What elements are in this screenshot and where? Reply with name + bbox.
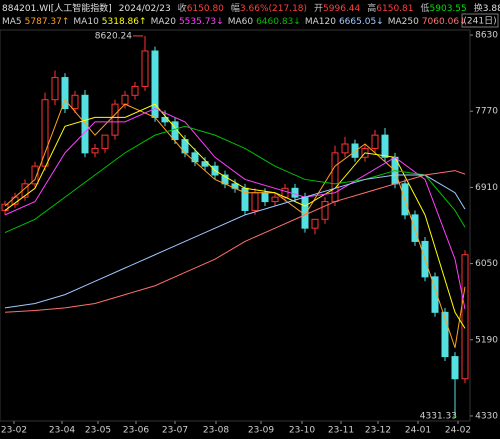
legend-item: MA20 5535.73↓ xyxy=(151,17,224,27)
candle-body xyxy=(381,134,389,158)
header-value: 6150.80 xyxy=(187,4,224,14)
header-label: 低 xyxy=(421,2,430,14)
header-item: 高6150.81 xyxy=(367,2,413,14)
x-tick-label: 23-06 xyxy=(123,426,149,436)
legend-item: MA10 5318.86↑ xyxy=(73,17,146,27)
candle-body xyxy=(291,187,299,198)
legend-name: MA120 xyxy=(305,17,336,27)
candle-body xyxy=(431,276,439,313)
candle-body xyxy=(301,196,309,229)
candle-body xyxy=(321,201,329,220)
candle-body xyxy=(101,134,109,149)
legend-item: MA5 5787.37↑ xyxy=(2,17,69,27)
header-item: 2024/02/23 xyxy=(119,4,171,14)
legend-value: 5318.86↑ xyxy=(102,17,147,27)
legend-name: MA250 xyxy=(388,17,419,27)
header-item: 884201.WI[人工智能指数] xyxy=(2,2,112,14)
x-tick-label: 23-08 xyxy=(203,426,229,436)
legend-value: 6460.83↓ xyxy=(256,17,301,27)
header-label: 高 xyxy=(367,2,376,14)
candle-body xyxy=(271,196,279,203)
ma-line xyxy=(4,98,466,348)
header-item: 开5996.44 xyxy=(314,3,361,14)
period-box[interactable] xyxy=(461,13,499,28)
header-value: 3.88% xyxy=(483,4,500,14)
candle-body xyxy=(451,356,459,380)
x-tick-label: 23-09 xyxy=(248,426,274,436)
header-label: 换 xyxy=(474,2,483,14)
candle-body xyxy=(371,134,379,149)
candle-body xyxy=(41,99,49,167)
x-tick-label: 23-10 xyxy=(289,426,315,436)
legend-item: MA120 6665.05↓ xyxy=(305,17,384,27)
legend-name: MA10 xyxy=(73,17,99,27)
candle-body xyxy=(141,50,149,87)
header-value: 5903.55 xyxy=(430,4,467,14)
header-value: 6150.81 xyxy=(376,4,413,14)
x-tick-label: 23-04 xyxy=(49,426,75,436)
candle-body xyxy=(31,165,39,185)
legend-item: MA60 6460.83↓ xyxy=(228,17,301,27)
x-tick-label: 24-01 xyxy=(405,426,431,436)
candle-body xyxy=(331,152,339,203)
candle-body xyxy=(71,94,79,110)
candle-body xyxy=(311,218,319,229)
x-tick-label: 23-12 xyxy=(365,426,391,436)
ma-line xyxy=(4,170,466,313)
candle-body xyxy=(351,143,359,158)
legend-item: MA250 7060.06↓ xyxy=(388,17,467,27)
header-label: 884201.WI[人工智能指数] xyxy=(2,2,112,14)
candle-body xyxy=(461,254,469,380)
header-item: 收6150.80 xyxy=(178,2,225,14)
y-tick-label: 4330 xyxy=(475,411,498,421)
header-label: 幅 xyxy=(231,2,240,14)
header-label: 2024/02/23 xyxy=(119,4,171,14)
candle-body xyxy=(111,103,119,136)
x-tick-label: 23-05 xyxy=(85,426,111,436)
legend-name: MA5 xyxy=(2,17,22,27)
y-tick-label: 8630 xyxy=(475,31,498,41)
ma-line xyxy=(4,174,466,309)
x-tick-label: 23-11 xyxy=(328,426,354,436)
candle-body xyxy=(91,147,99,154)
ma-line xyxy=(4,125,466,234)
candle-body xyxy=(151,50,159,118)
header-label: 收 xyxy=(178,2,187,14)
x-tick-label: 23-07 xyxy=(162,426,188,436)
legend-value: 7060.06↓ xyxy=(422,17,467,27)
candle-body xyxy=(441,311,449,358)
y-tick-label: 6050 xyxy=(475,259,498,269)
y-tick-label: 6910 xyxy=(475,183,498,193)
header-value: 5996.44 xyxy=(323,4,360,14)
header-item: 低5903.55 xyxy=(421,2,467,14)
header-value: 3.66%(217.18) xyxy=(240,4,307,14)
y-tick-label: 5190 xyxy=(475,335,498,345)
plot-frame xyxy=(0,29,471,422)
x-tick-label: 23-02 xyxy=(1,426,27,436)
header-item: 换3.88% xyxy=(474,2,500,14)
legend-name: MA60 xyxy=(228,17,254,27)
period-label[interactable]: (241日) xyxy=(463,16,496,27)
candle-body xyxy=(341,143,349,154)
legend-value: 6665.05↓ xyxy=(339,17,384,27)
y-tick-label: 7770 xyxy=(475,107,498,117)
candle-body xyxy=(61,77,69,110)
header-label: 开 xyxy=(314,3,323,14)
ma-line xyxy=(4,103,466,329)
candle-body xyxy=(251,192,259,211)
candle-body xyxy=(261,192,269,203)
candle-body xyxy=(131,85,139,96)
ma-line xyxy=(4,108,466,310)
legend-name: MA20 xyxy=(151,17,177,27)
legend-value: 5535.73↓ xyxy=(179,17,224,27)
candle-body xyxy=(121,94,129,105)
header-item: 幅3.66%(217.18) xyxy=(231,2,307,14)
candle-body xyxy=(51,77,59,101)
legend-value: 5787.37↑ xyxy=(25,17,70,27)
x-tick-label: 24-02 xyxy=(445,426,471,436)
annotation: 4331.33 xyxy=(420,411,457,421)
annotation: 8620.24 xyxy=(95,31,132,41)
